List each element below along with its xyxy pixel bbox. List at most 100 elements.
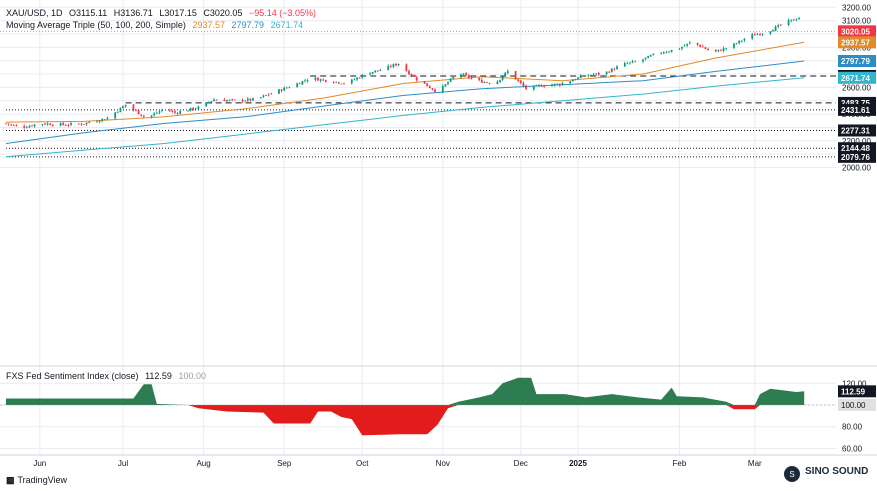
candle-body: [699, 44, 702, 47]
candle-body: [486, 82, 488, 84]
candle-body: [389, 65, 392, 67]
low-value: L3017.15: [159, 8, 197, 18]
sentiment-negative-area: [6, 405, 805, 436]
candle-body: [738, 40, 741, 44]
sino-sound-watermark: S SINO SOUND: [783, 462, 873, 486]
candle-body: [387, 65, 390, 70]
price-tick-label: 3200.00: [842, 3, 871, 12]
candle-body: [517, 79, 520, 81]
candle-body: [371, 71, 374, 74]
candle-body: [41, 124, 44, 125]
candle-body: [405, 64, 408, 72]
candle-body: [574, 79, 577, 81]
candle-body: [101, 118, 104, 121]
candle-body: [543, 86, 546, 88]
candle-body: [187, 110, 189, 112]
candle-body: [540, 85, 543, 87]
sentiment-axis-label-bg: [838, 385, 876, 398]
ma-title: Moving Average Triple (50, 100, 200, Sim…: [6, 20, 186, 30]
candle-body: [626, 63, 629, 65]
candle-body: [499, 79, 501, 82]
candle-body: [106, 117, 109, 120]
ma-line-1: [5, 41, 805, 123]
candle-body: [470, 77, 473, 79]
candle-body: [223, 99, 226, 102]
candle-body: [538, 85, 540, 86]
candle-body: [51, 125, 54, 126]
sentiment-axis-label: 112.59: [841, 387, 866, 396]
candle-body: [460, 74, 462, 78]
candle-body: [761, 33, 764, 35]
candle-body: [644, 57, 647, 60]
candle-body: [649, 55, 652, 57]
candle-body: [722, 48, 725, 51]
candle-body: [343, 83, 345, 85]
ma-legend: Moving Average Triple (50, 100, 200, Sim…: [6, 20, 307, 30]
candle-body: [116, 111, 119, 113]
candle-body: [49, 123, 52, 126]
candle-body: [506, 70, 509, 74]
candle-body: [483, 81, 486, 83]
candle-body: [88, 122, 91, 124]
candle-body: [428, 86, 431, 89]
time-tick-label: Jun: [33, 459, 46, 468]
candle-body: [756, 34, 759, 35]
candle-body: [678, 48, 681, 50]
candle-body: [350, 79, 353, 84]
candle-body: [616, 66, 618, 70]
price-tick-label: 2600.00: [842, 83, 871, 92]
candle-body: [558, 83, 561, 86]
candle-body: [319, 79, 322, 81]
candle-body: [332, 82, 335, 83]
candle-body: [64, 125, 67, 126]
candle-body: [592, 74, 595, 76]
ohlc-legend: XAU/USD, 1D O3115.11 H3136.71 L3017.15 C…: [6, 8, 320, 18]
candle-body: [197, 106, 200, 109]
candle-body: [31, 125, 33, 127]
candle-body: [189, 107, 192, 111]
candle-body: [532, 85, 535, 90]
ma-line-2: [5, 60, 805, 144]
candle-body: [96, 121, 98, 123]
candle-body: [759, 34, 761, 35]
candle-body: [408, 70, 410, 75]
tradingview-logo[interactable]: ▩ TradingView: [6, 475, 67, 486]
price-axis-label-bg: [838, 71, 876, 84]
candle-body: [174, 111, 176, 113]
price-axis-label: 2937.57: [841, 38, 870, 47]
candle-body: [278, 89, 280, 94]
candle-body: [631, 61, 634, 63]
candle-body: [634, 61, 637, 63]
candle-body: [478, 77, 481, 81]
candle-body: [140, 114, 143, 116]
candle-body: [356, 77, 358, 80]
candle-body: [787, 20, 790, 26]
candle-body: [686, 43, 689, 46]
candle-body: [213, 99, 215, 102]
candle-body: [192, 107, 195, 110]
candle-body: [98, 121, 101, 123]
ma-line-3: [5, 77, 805, 158]
candle-body: [267, 94, 270, 96]
candle-body: [252, 98, 254, 101]
candle-body: [15, 125, 18, 127]
candle-body: [670, 49, 673, 52]
price-axis-label-bg: [838, 150, 876, 163]
candle-body: [132, 104, 135, 110]
candle-body: [556, 83, 559, 85]
candle-body: [335, 81, 338, 83]
candle-body: [337, 82, 340, 84]
time-tick-label: Sep: [277, 459, 292, 468]
candle-body: [701, 46, 704, 48]
candle-body: [665, 52, 668, 53]
candle-body: [285, 87, 288, 89]
tradingview-icon: ▩: [6, 475, 15, 485]
candle-body: [688, 42, 691, 44]
price-axis-label: 2797.79: [841, 57, 870, 66]
candle-body: [270, 93, 273, 95]
candle-body: [317, 77, 319, 81]
time-tick-label: Mar: [748, 459, 762, 468]
candle-body: [733, 43, 735, 48]
candle-body: [647, 55, 650, 59]
